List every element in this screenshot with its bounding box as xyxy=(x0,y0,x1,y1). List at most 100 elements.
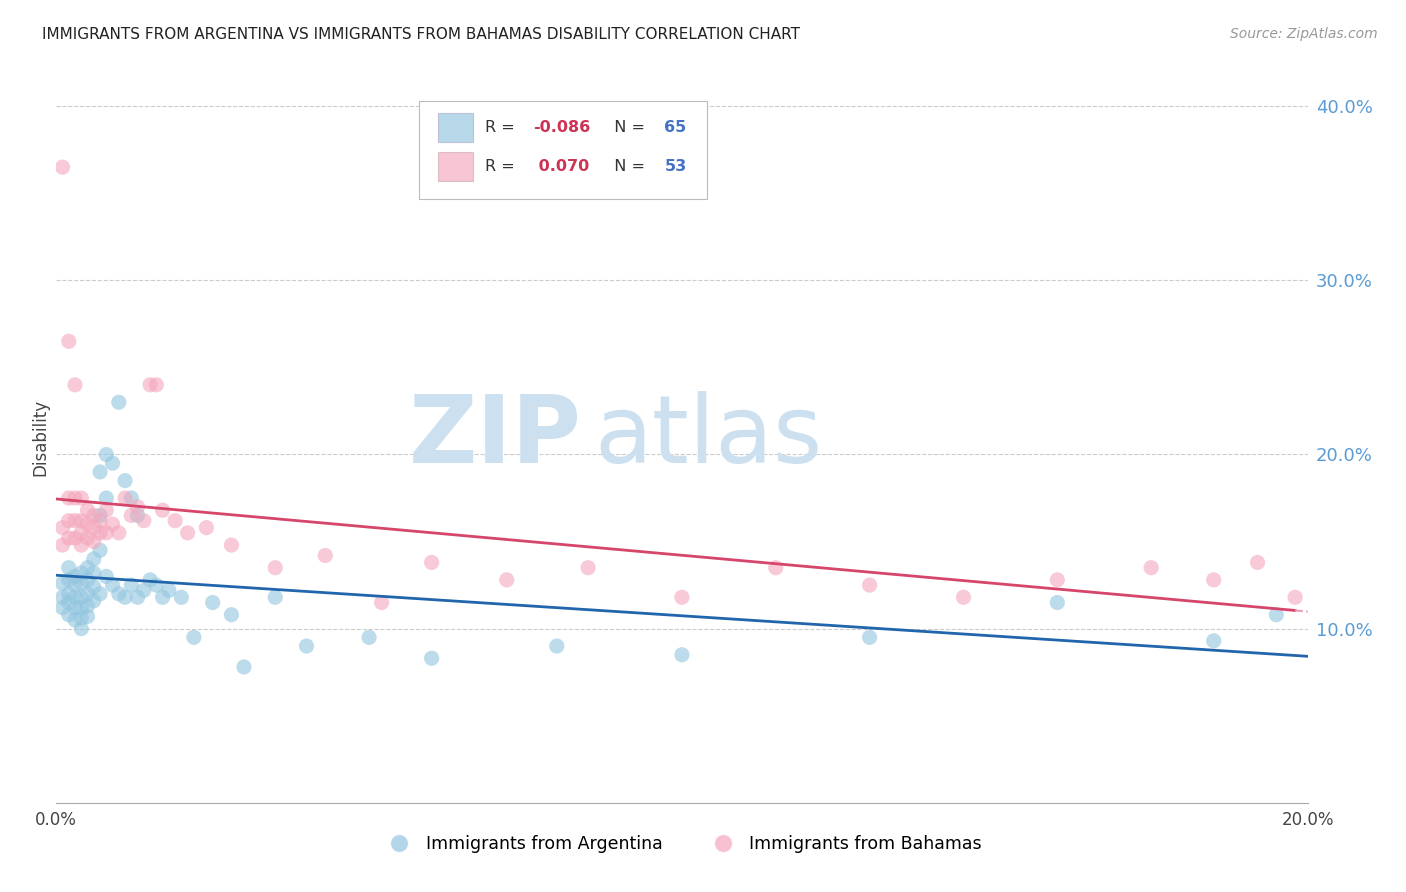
Point xyxy=(576,560,599,574)
Point xyxy=(51,521,73,535)
Point xyxy=(101,517,124,532)
Point xyxy=(195,521,218,535)
Point xyxy=(96,491,118,505)
Text: -0.086: -0.086 xyxy=(533,120,591,136)
Point xyxy=(70,514,93,528)
Point xyxy=(83,580,105,594)
Point xyxy=(58,491,80,505)
Point xyxy=(76,531,98,545)
Point xyxy=(58,560,80,574)
Point xyxy=(83,566,105,580)
Point xyxy=(1046,595,1069,609)
Point xyxy=(264,591,287,605)
Point xyxy=(145,578,167,592)
Text: 65: 65 xyxy=(665,120,686,136)
Point xyxy=(108,525,131,540)
Point xyxy=(58,514,80,528)
Point xyxy=(495,573,517,587)
FancyBboxPatch shape xyxy=(437,152,472,181)
Point xyxy=(63,578,86,592)
Point xyxy=(96,569,118,583)
Point xyxy=(51,160,73,174)
Point xyxy=(183,631,205,645)
Point xyxy=(76,609,98,624)
Point xyxy=(1265,607,1288,622)
Point xyxy=(221,607,243,622)
Text: R =: R = xyxy=(485,120,520,136)
Point xyxy=(132,514,155,528)
Point xyxy=(765,560,787,574)
Text: atlas: atlas xyxy=(595,391,823,483)
Point xyxy=(221,538,243,552)
Point xyxy=(96,448,118,462)
Point xyxy=(58,334,80,349)
Point xyxy=(139,573,162,587)
Point xyxy=(108,587,131,601)
Point xyxy=(89,508,111,523)
Point xyxy=(176,525,198,540)
Point xyxy=(858,578,880,592)
Point xyxy=(127,591,149,605)
Point xyxy=(120,578,142,592)
Point xyxy=(108,395,131,409)
Point xyxy=(70,600,93,615)
Text: Source: ZipAtlas.com: Source: ZipAtlas.com xyxy=(1230,27,1378,41)
Text: IMMIGRANTS FROM ARGENTINA VS IMMIGRANTS FROM BAHAMAS DISABILITY CORRELATION CHAR: IMMIGRANTS FROM ARGENTINA VS IMMIGRANTS … xyxy=(42,27,800,42)
Point xyxy=(952,591,974,605)
Point xyxy=(127,500,149,514)
Legend: Immigrants from Argentina, Immigrants from Bahamas: Immigrants from Argentina, Immigrants fr… xyxy=(375,828,988,860)
Point xyxy=(70,566,93,580)
Point xyxy=(63,514,86,528)
Text: 0.070: 0.070 xyxy=(533,159,589,174)
Point xyxy=(58,587,80,601)
Point xyxy=(1284,591,1306,605)
Point xyxy=(70,622,93,636)
Point xyxy=(671,648,693,662)
Point xyxy=(63,569,86,583)
Y-axis label: Disability: Disability xyxy=(31,399,49,475)
Point xyxy=(370,595,392,609)
Point xyxy=(63,491,86,505)
Point xyxy=(83,521,105,535)
Point xyxy=(83,534,105,549)
Text: N =: N = xyxy=(605,120,651,136)
Point xyxy=(546,639,568,653)
Point xyxy=(152,503,174,517)
Point xyxy=(63,591,86,605)
Point xyxy=(63,613,86,627)
Point xyxy=(70,611,93,625)
Point xyxy=(89,543,111,558)
Point xyxy=(858,631,880,645)
Point xyxy=(70,525,93,540)
Point xyxy=(89,587,111,601)
Point xyxy=(127,508,149,523)
Point xyxy=(157,583,180,598)
Point xyxy=(89,514,111,528)
Point xyxy=(170,591,193,605)
Point xyxy=(120,508,142,523)
Point xyxy=(83,594,105,608)
Point xyxy=(58,531,80,545)
Point xyxy=(420,651,443,665)
FancyBboxPatch shape xyxy=(419,101,707,200)
Point xyxy=(51,576,73,591)
Point xyxy=(63,531,86,545)
Point xyxy=(1140,560,1163,574)
Text: 53: 53 xyxy=(665,159,686,174)
Point xyxy=(165,514,187,528)
Point xyxy=(58,607,80,622)
Point xyxy=(120,491,142,505)
Point xyxy=(139,377,162,392)
Point xyxy=(101,456,124,470)
Point xyxy=(89,525,111,540)
Point xyxy=(76,517,98,532)
Point xyxy=(70,491,93,505)
Point xyxy=(114,591,136,605)
Point xyxy=(83,508,105,523)
Point xyxy=(51,591,73,605)
Point xyxy=(101,578,124,592)
Point xyxy=(1202,633,1225,648)
Point xyxy=(132,583,155,598)
Point xyxy=(70,538,93,552)
Point xyxy=(201,595,224,609)
